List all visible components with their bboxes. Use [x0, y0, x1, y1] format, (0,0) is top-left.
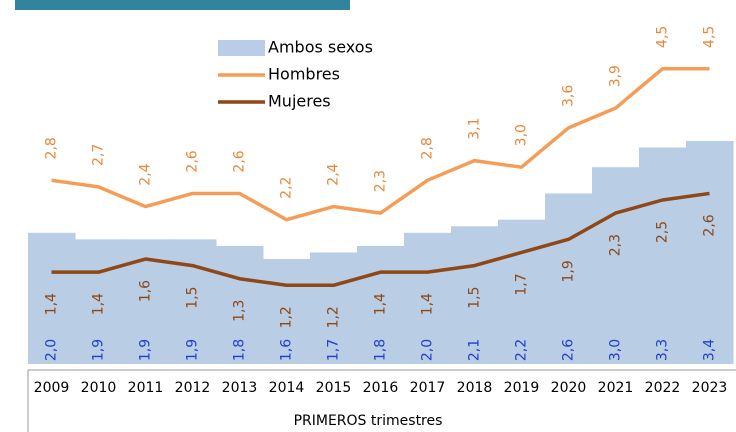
value-label: 2,3 [608, 234, 624, 256]
x-tick-label: 2010 [81, 380, 117, 396]
value-label: 1,2 [326, 306, 342, 328]
legend-label: Hombres [268, 65, 340, 84]
x-tick-label: 2022 [645, 380, 681, 396]
value-label: 1,4 [373, 293, 389, 315]
value-label: 1,3 [232, 300, 248, 322]
bar [686, 140, 734, 364]
value-label: 1,4 [420, 293, 436, 315]
value-label: 1,6 [138, 280, 154, 302]
value-label: 2,1 [467, 339, 483, 361]
value-label: 2,3 [373, 170, 389, 192]
value-label: 2,5 [655, 221, 671, 243]
bar [75, 239, 123, 364]
bar [216, 245, 264, 364]
bar [169, 239, 217, 364]
bar [310, 252, 358, 364]
legend-swatch [218, 40, 265, 56]
x-tick-label: 2021 [598, 380, 634, 396]
x-tick-label: 2012 [175, 380, 211, 396]
x-tick-label: 2011 [128, 380, 164, 396]
value-label: 3,1 [467, 118, 483, 140]
x-tick-label: 2013 [222, 380, 258, 396]
header-banner [15, 0, 350, 10]
value-label: 2,6 [561, 339, 577, 361]
line [51, 67, 710, 222]
value-label: 1,9 [561, 260, 577, 282]
legend-label: Ambos sexos [268, 38, 373, 57]
value-label: 2,0 [420, 339, 436, 361]
value-label: 1,4 [44, 293, 60, 315]
bar [498, 219, 546, 364]
value-label: 2,8 [44, 137, 60, 159]
value-label: 1,2 [279, 306, 295, 328]
value-label: 1,7 [514, 273, 530, 295]
value-label: 3,9 [608, 65, 624, 87]
legend-label: Mujeres [268, 92, 331, 111]
bar [357, 245, 405, 364]
x-axis-title: PRIMEROS trimestres [294, 413, 443, 429]
x-tick-label: 2009 [34, 380, 70, 396]
x-tick-label: 2017 [410, 380, 446, 396]
value-label: 1,8 [373, 339, 389, 361]
value-label: 1,6 [279, 339, 295, 361]
value-label: 2,0 [44, 339, 60, 361]
value-label: 1,9 [91, 339, 107, 361]
value-label: 3,0 [514, 124, 530, 146]
value-label: 3,3 [655, 339, 671, 361]
x-tick-label: 2019 [504, 380, 540, 396]
value-label: 4,5 [702, 26, 718, 48]
value-label: 2,2 [514, 339, 530, 361]
value-label: 2,6 [185, 150, 201, 172]
value-label: 2,6 [702, 214, 718, 236]
x-tick-label: 2020 [551, 380, 587, 396]
bar [263, 259, 311, 364]
bar [28, 232, 76, 364]
value-label: 1,8 [232, 339, 248, 361]
x-tick-label: 2018 [457, 380, 493, 396]
bar [639, 147, 687, 364]
value-label: 3,0 [608, 339, 624, 361]
value-label: 1,5 [185, 286, 201, 308]
value-label: 2,7 [91, 144, 107, 166]
x-tick-label: 2015 [316, 380, 352, 396]
value-label: 2,2 [279, 177, 295, 199]
value-label: 1,9 [185, 339, 201, 361]
value-label: 1,9 [138, 339, 154, 361]
bar [545, 193, 593, 364]
value-label: 2,8 [420, 137, 436, 159]
bar [404, 232, 452, 364]
value-label: 1,4 [91, 293, 107, 315]
value-label: 3,6 [561, 85, 577, 107]
value-label: 2,6 [232, 150, 248, 172]
value-label: 1,7 [326, 339, 342, 361]
value-label: 3,4 [702, 339, 718, 361]
bar [592, 167, 640, 364]
x-tick-label: 2023 [692, 380, 728, 396]
x-tick-label: 2016 [363, 380, 399, 396]
value-label: 4,5 [655, 26, 671, 48]
x-tick-label: 2014 [269, 380, 305, 396]
line [51, 191, 710, 288]
bar [451, 226, 499, 364]
value-label: 2,4 [138, 163, 154, 185]
value-label: 1,5 [467, 286, 483, 308]
value-label: 2,4 [326, 163, 342, 185]
